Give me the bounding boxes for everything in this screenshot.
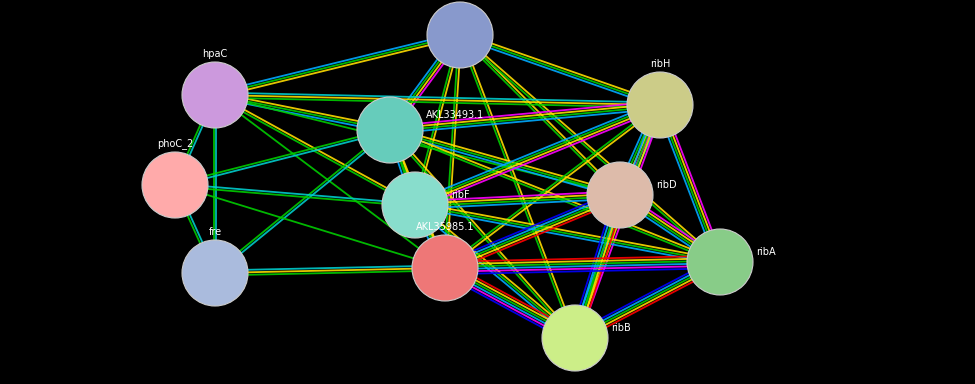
Text: ribH: ribH: [649, 59, 670, 69]
Ellipse shape: [627, 72, 693, 138]
Ellipse shape: [182, 240, 248, 306]
Ellipse shape: [427, 2, 493, 68]
Text: hpaC: hpaC: [203, 49, 227, 59]
Ellipse shape: [182, 62, 248, 128]
Text: AKL35985.1: AKL35985.1: [415, 222, 474, 232]
Text: AKL33493.1: AKL33493.1: [426, 110, 485, 120]
Ellipse shape: [587, 162, 653, 228]
Text: phoC_2: phoC_2: [157, 138, 193, 149]
Text: ribF: ribF: [451, 190, 470, 200]
Ellipse shape: [542, 305, 608, 371]
Ellipse shape: [357, 97, 423, 163]
Text: fre: fre: [209, 227, 221, 237]
Text: ribD: ribD: [656, 180, 677, 190]
Ellipse shape: [142, 152, 208, 218]
Ellipse shape: [687, 229, 753, 295]
Ellipse shape: [382, 172, 448, 238]
Ellipse shape: [412, 235, 478, 301]
Text: ribA: ribA: [756, 247, 776, 257]
Text: ribB: ribB: [611, 323, 631, 333]
